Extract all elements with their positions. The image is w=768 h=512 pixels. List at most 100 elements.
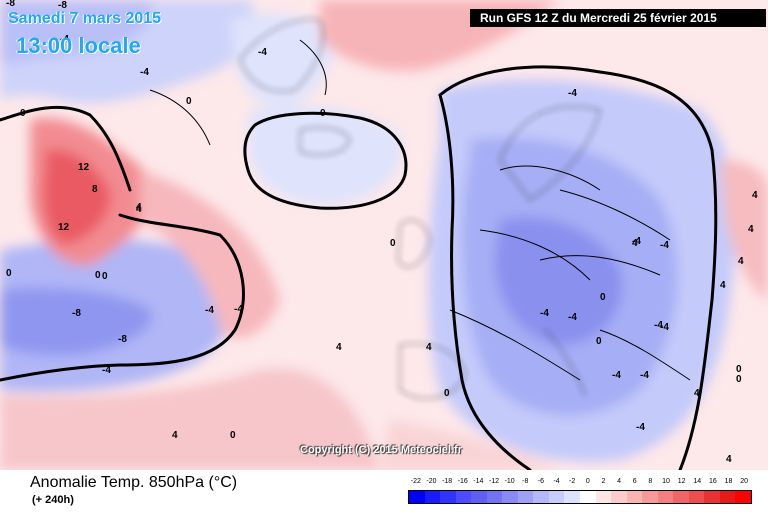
contour-value-label: -8 [58, 0, 67, 11]
lead-time: (+ 240h) [32, 494, 74, 506]
color-scale-swatch [471, 491, 487, 503]
anomaly-warm-midatlantic [140, 170, 280, 339]
contour-value-label: 4 [720, 280, 726, 291]
contour-value-label: 4 [426, 342, 432, 353]
contour-value-label: 0 [736, 374, 742, 385]
anomaly-cold-iceland [248, 105, 402, 205]
coast-greenland [239, 18, 324, 92]
color-scale-label: -22 [410, 478, 421, 485]
anomaly-cold-atlantic-core [0, 288, 152, 356]
color-scale-label: 6 [632, 478, 637, 485]
color-scale-swatch [564, 491, 581, 503]
color-scale-swatch [440, 491, 456, 503]
temperature-anomaly-map: -8 -4 0 -4 -4 0 0 4 0 12 8 4 12 0 -4 0 4 0 -8 -4 -4 4 4 -4 -4 4 -4… [0, 0, 768, 470]
contour-value-label: -4 [632, 236, 641, 247]
color-scale-swatch [455, 491, 472, 503]
color-scale-labels: -22 -20 -18 -16 -14 -12 -10 -8 -6 -4 -2 0 2 4 6 8 10 12 14… [408, 474, 752, 488]
color-scale-swatch [548, 491, 565, 503]
color-scale-swatch [580, 491, 596, 503]
coast-iberia [399, 343, 466, 399]
anomaly-warm-east [720, 160, 768, 300]
contour-zero-europe-west [438, 93, 532, 470]
contour-value-label: 4 [726, 454, 732, 465]
contour-value-label: 4 [172, 430, 178, 441]
color-scale-label: -20 [426, 478, 437, 485]
contour-value-label: -4 [205, 305, 214, 316]
color-scale-label: 16 [709, 478, 717, 485]
contour-value-label: 0 [444, 388, 450, 399]
color-scale-label: 18 [724, 478, 733, 485]
color-scale-label: 2 [601, 478, 606, 485]
contour-value-label: 0 [390, 238, 396, 249]
contour-value-label: 0 [95, 270, 101, 281]
map-title: Anomalie Temp. 850hPa (°C) [30, 474, 238, 491]
color-scale-swatch [688, 491, 705, 503]
color-scale-label: -10 [504, 478, 515, 485]
contour-zero-europe [438, 65, 718, 470]
model-run-label: Run GFS 12 Z du Mercredi 25 février 2015 [470, 9, 766, 27]
contour-value-label: -8 [118, 334, 127, 345]
copyright-notice: Copyright (C) 2015 Meteociel.fr [300, 444, 462, 456]
contour-value-label: -4 [540, 308, 549, 319]
color-scale-label: -6 [537, 478, 545, 485]
contour-zero-iceland [243, 111, 408, 210]
contour-value-label: 0 [320, 108, 326, 119]
color-scale-label: 10 [662, 478, 670, 485]
color-scale-swatch [735, 491, 752, 503]
contour-value-label: 0 [6, 268, 12, 279]
contour-value-label: 4 [136, 204, 142, 215]
anomaly-warm-southwest [0, 368, 380, 470]
contour-value-label: -4 [568, 312, 577, 323]
contour-value-label: 12 [58, 222, 70, 233]
contour-value-label: 0 [736, 364, 742, 375]
color-scale-label: -14 [473, 478, 484, 485]
color-scale-label: 12 [677, 478, 686, 485]
contour-value-label: -4 [640, 370, 649, 381]
contour-value-label: 0 [102, 271, 108, 282]
color-scale-label: 8 [648, 478, 653, 485]
contour-value-label: -4 [102, 365, 111, 376]
contour-value-label: -4 [234, 304, 243, 315]
contour-value-label: 4 [136, 202, 142, 213]
contour-value-label: 4 [694, 388, 700, 399]
color-scale-swatch [533, 491, 549, 503]
color-scale-swatch [626, 491, 643, 503]
color-scale-swatch [719, 491, 736, 503]
contour-value-label: 8 [92, 184, 98, 195]
color-scale-swatch [595, 491, 612, 503]
contour-value-label: -8 [72, 308, 81, 319]
color-scale-swatch [611, 491, 627, 503]
contour-value-label: 0 [186, 96, 192, 107]
contour-value-label: -4 [568, 88, 577, 99]
color-scale-label: -8 [522, 478, 529, 485]
color-scale-label: -12 [488, 478, 500, 485]
contour-value-label: -4 [258, 47, 267, 58]
color-scale-swatch [673, 491, 689, 503]
contour-value-label: -4 [660, 240, 669, 251]
contour-value-label: 0 [596, 336, 602, 347]
color-scale-swatch [502, 491, 518, 503]
contour-value-label: 4 [748, 224, 754, 235]
contour-value-label: 0 [20, 108, 26, 119]
color-scale-label: 4 [617, 478, 622, 485]
color-scale-label: -2 [569, 478, 576, 485]
contour-value-label: 12 [78, 162, 90, 173]
color-scale-swatch [486, 491, 503, 503]
color-scale-label: 20 [740, 478, 749, 485]
contour-value-label: -4 [636, 422, 645, 433]
contour-value-label: -4 [612, 370, 621, 381]
coast-italy [544, 329, 586, 396]
color-scale-label: 14 [693, 478, 702, 485]
color-scale-swatch [704, 491, 720, 503]
contour-value-label: 4 [752, 190, 758, 201]
contour-value-label: -4 [660, 322, 669, 333]
contour-value-label: -4 [60, 34, 69, 45]
coast-scandinavia [499, 105, 601, 201]
contour-value-label: 0 [600, 292, 606, 303]
color-scale-label: 0 [585, 478, 590, 485]
contour-value-label: 4 [738, 256, 744, 267]
footer-bar: Anomalie Temp. 850hPa (°C) (+ 240h) -22-… [0, 470, 768, 512]
anomaly-warm-greenland-core [43, 149, 111, 245]
color-scale-swatch [657, 491, 674, 503]
contour-value-label: -4 [140, 67, 149, 78]
